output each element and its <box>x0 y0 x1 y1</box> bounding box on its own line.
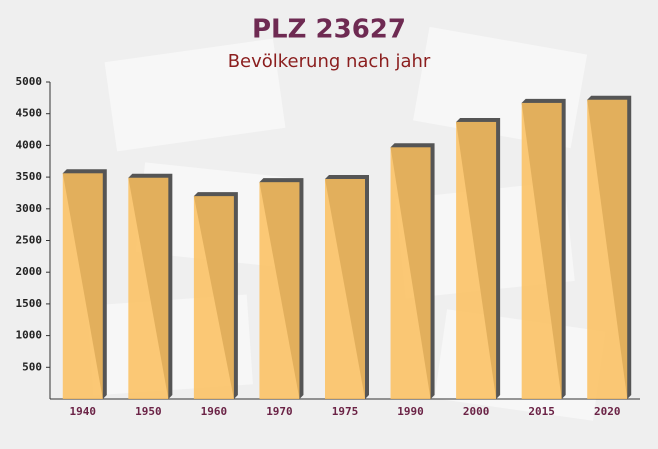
x-tick-label: 1960 <box>201 405 228 418</box>
y-tick-label: 4500 <box>16 107 43 120</box>
x-tick-label: 2015 <box>528 405 555 418</box>
bar <box>62 173 103 399</box>
bar <box>193 196 234 399</box>
bar <box>587 99 628 399</box>
x-tick-label: 1990 <box>397 405 424 418</box>
bar <box>325 179 365 399</box>
bar <box>456 121 497 399</box>
x-tick-label: 1975 <box>332 405 359 418</box>
chart-subtitle: Bevölkerung nach jahr <box>228 51 431 72</box>
y-tick-label: 500 <box>22 360 42 373</box>
bar <box>521 102 562 399</box>
bar <box>128 177 169 399</box>
x-tick-label: 2020 <box>594 405 621 418</box>
y-tick-label: 2000 <box>16 265 43 278</box>
y-tick-label: 4000 <box>16 138 43 151</box>
bar <box>259 182 300 399</box>
x-tick-label: 2000 <box>463 405 490 418</box>
y-tick-label: 1000 <box>16 329 43 342</box>
y-tick-label: 1500 <box>16 297 43 310</box>
chart-title: PLZ 23627 <box>252 15 406 45</box>
y-tick-label: 5000 <box>16 75 43 88</box>
x-tick-label: 1950 <box>135 405 162 418</box>
x-tick-label: 1970 <box>266 405 293 418</box>
x-tick-label: 1940 <box>70 405 97 418</box>
bar <box>390 147 431 399</box>
y-tick-label: 3000 <box>16 202 43 215</box>
y-tick-label: 3500 <box>16 170 43 183</box>
y-tick-label: 2500 <box>16 234 43 247</box>
